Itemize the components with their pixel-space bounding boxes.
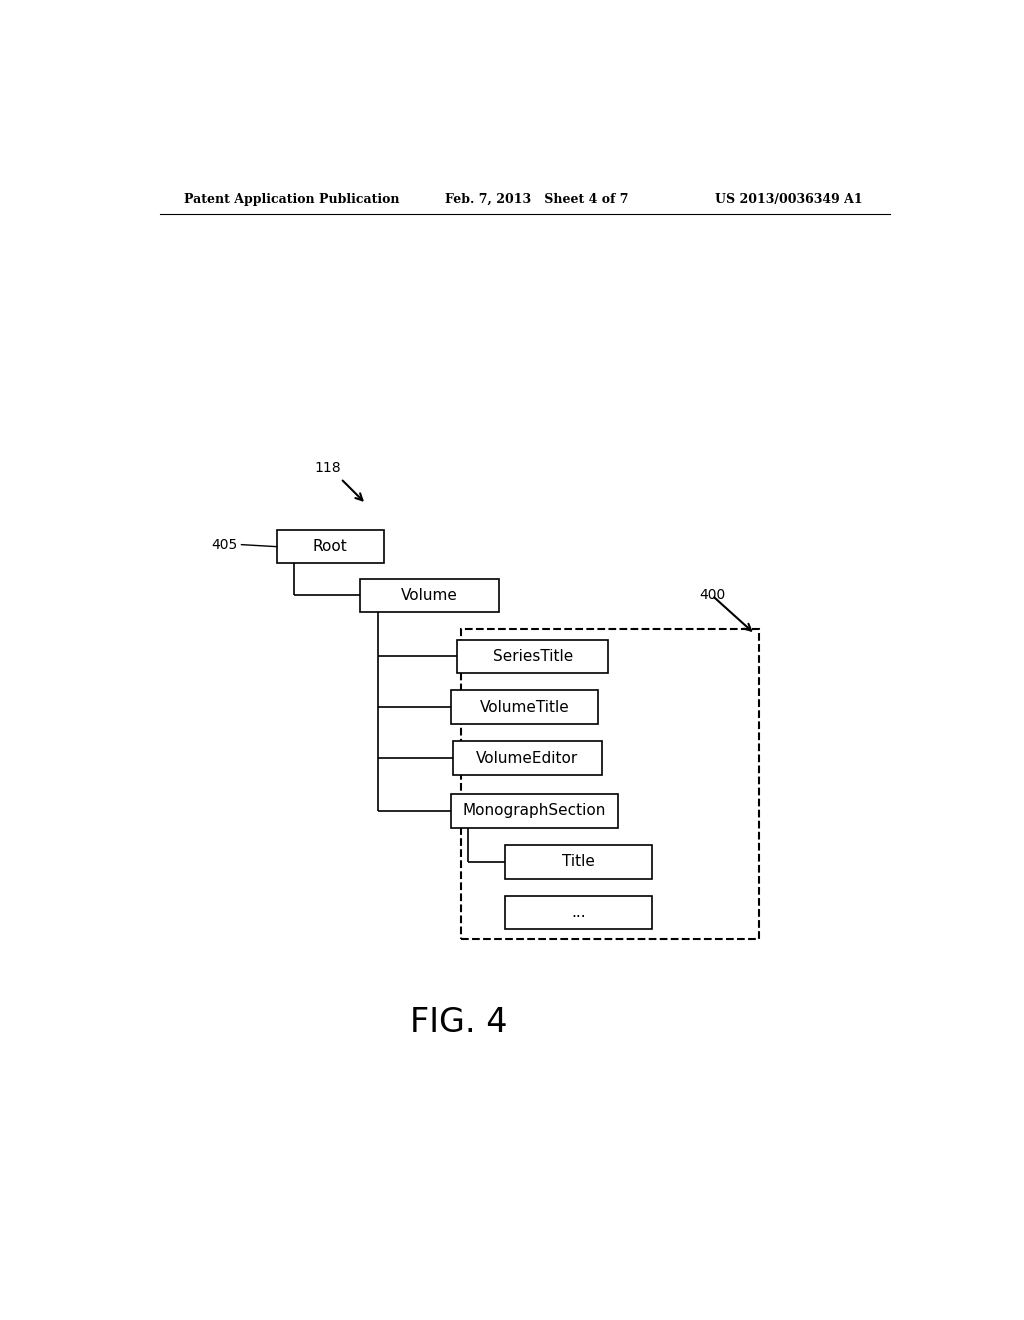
Bar (451, 795, 617, 828)
Text: 405: 405 (211, 537, 238, 552)
Text: US 2013/0036349 A1: US 2013/0036349 A1 (715, 193, 863, 206)
Text: Title: Title (562, 854, 595, 870)
Text: SeriesTitle: SeriesTitle (493, 649, 572, 664)
Text: Volume: Volume (401, 587, 458, 603)
Text: Feb. 7, 2013   Sheet 4 of 7: Feb. 7, 2013 Sheet 4 of 7 (445, 193, 629, 206)
Text: MonographSection: MonographSection (463, 804, 606, 818)
Text: VolumeTitle: VolumeTitle (480, 700, 569, 714)
Bar (458, 640, 608, 673)
Text: 400: 400 (699, 589, 726, 602)
Bar (461, 630, 759, 939)
Bar (506, 896, 652, 929)
Text: 118: 118 (314, 462, 341, 475)
Text: Root: Root (313, 539, 348, 554)
Text: FIG. 4: FIG. 4 (410, 1006, 507, 1039)
Bar (452, 690, 598, 725)
Bar (360, 578, 499, 612)
Text: ...: ... (571, 906, 586, 920)
Text: VolumeEditor: VolumeEditor (476, 751, 579, 766)
Bar (506, 845, 652, 879)
Bar (453, 742, 602, 775)
Text: Patent Application Publication: Patent Application Publication (183, 193, 399, 206)
Bar (276, 529, 384, 564)
